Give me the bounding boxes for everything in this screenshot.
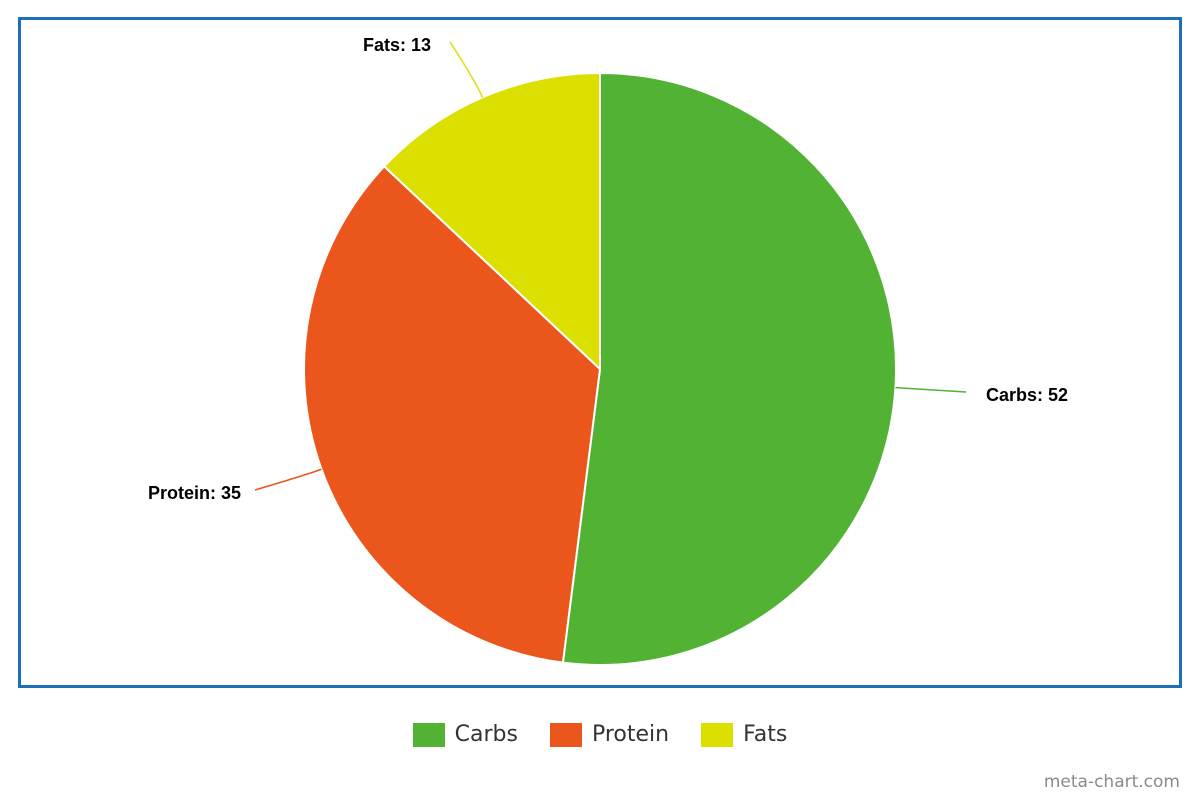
chart-frame <box>18 17 1182 688</box>
legend-item-carbs[interactable]: Carbs <box>412 722 518 747</box>
legend-label-protein: Protein <box>591 722 670 747</box>
legend-label-carbs: Carbs <box>454 722 518 747</box>
legend-item-fats[interactable]: Fats <box>701 722 787 747</box>
pie-slice-carbs[interactable] <box>561 72 897 666</box>
data-label-fats: Fats: 13 <box>363 35 431 55</box>
label-connector-fats <box>449 41 484 98</box>
label-connector-protein <box>254 468 322 491</box>
legend-swatch-fats <box>701 722 734 747</box>
legend-swatch-protein <box>549 722 582 747</box>
legend-swatch-carbs <box>412 722 445 747</box>
legend: Carbs Protein Fats <box>0 722 1200 747</box>
watermark: meta-chart.com <box>1043 772 1180 792</box>
legend-item-protein[interactable]: Protein <box>549 722 670 747</box>
data-label-carbs: Carbs: 52 <box>986 385 1068 405</box>
legend-label-fats: Fats <box>743 722 788 747</box>
pie-slice-fats[interactable] <box>383 72 601 370</box>
data-label-protein: Protein: 35 <box>148 483 241 503</box>
label-connector-carbs <box>895 386 967 393</box>
